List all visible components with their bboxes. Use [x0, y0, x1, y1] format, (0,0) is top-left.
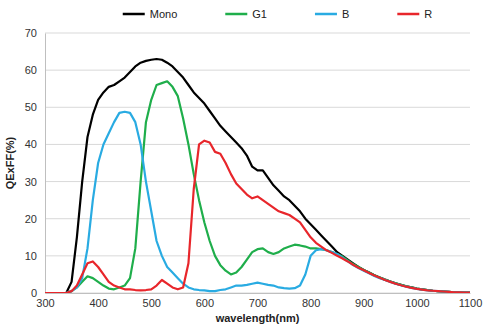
series-line	[45, 59, 470, 293]
legend-item: G1	[225, 8, 267, 20]
axis-line	[45, 34, 46, 294]
grid-line	[45, 255, 470, 256]
tick-label: 1000	[405, 297, 429, 309]
tick-label: 10	[25, 250, 37, 262]
tick: 800	[302, 293, 320, 309]
tick: 700	[249, 293, 267, 309]
legend: Mono G1 B R	[123, 8, 433, 20]
tick-label: 300	[36, 297, 54, 309]
tick: 20	[25, 213, 45, 225]
tick: 60	[25, 64, 45, 76]
tick-label: 60	[25, 64, 37, 76]
y-axis: 0 10 20 30 40 50 60 70	[25, 27, 46, 299]
grid-line	[45, 181, 470, 182]
legend-item: Mono	[123, 8, 178, 20]
tick-label: 0	[31, 287, 37, 299]
legend-item: B	[315, 8, 349, 20]
tick: 70	[25, 27, 45, 39]
tick: 500	[143, 293, 161, 309]
legend-swatch	[225, 13, 247, 16]
tick-label: 40	[25, 138, 37, 150]
tick-label: 400	[89, 297, 107, 309]
legend-swatch	[123, 13, 145, 16]
x-axis: 300 400 500 600 700 800 900 1000 1100	[36, 293, 482, 309]
tick-label: 900	[355, 297, 373, 309]
tick-label: 1100	[459, 297, 483, 309]
series-line	[45, 141, 470, 293]
legend-label: G1	[252, 8, 267, 20]
grid-line	[45, 144, 470, 145]
tick: 10	[25, 250, 45, 262]
tick-label: 800	[302, 297, 320, 309]
tick: 0	[31, 287, 45, 299]
grid	[45, 33, 470, 293]
tick: 900	[355, 293, 373, 309]
legend-label: R	[424, 8, 432, 20]
grid-line	[45, 218, 470, 219]
tick-label: 700	[249, 297, 267, 309]
x-axis-title: wavelength(nm)	[215, 312, 300, 324]
tick-label: 500	[143, 297, 161, 309]
legend-label: B	[342, 8, 349, 20]
plot: 300 400 500 600 700 800 900 1000 1100 0 10 20 30 40 50…	[25, 27, 483, 309]
tick-label: 30	[25, 176, 37, 188]
grid-line	[45, 33, 470, 34]
tick-label: 20	[25, 213, 37, 225]
y-axis-title: QExFF(%)	[4, 136, 16, 189]
tick: 1100	[459, 293, 483, 309]
tick: 50	[25, 101, 45, 113]
tick: 30	[25, 176, 45, 188]
legend-item: R	[397, 8, 432, 20]
series-line	[45, 112, 470, 293]
tick-label: 70	[25, 27, 37, 39]
legend-swatch	[397, 13, 419, 16]
chart: 300 400 500 600 700 800 900 1000 1100 0 10 20 30 40 50…	[0, 0, 500, 328]
grid-line	[45, 70, 470, 71]
legend-swatch	[315, 13, 337, 16]
grid-line	[45, 293, 470, 294]
legend-label: Mono	[150, 8, 178, 20]
tick-label: 600	[196, 297, 214, 309]
tick: 1000	[405, 293, 429, 309]
lines	[45, 59, 470, 293]
axis-line	[46, 293, 471, 294]
tick: 400	[89, 293, 107, 309]
series-line	[45, 81, 470, 293]
tick: 600	[196, 293, 214, 309]
grid-line	[45, 107, 470, 108]
tick-label: 50	[25, 101, 37, 113]
tick: 300	[36, 293, 54, 309]
tick: 40	[25, 138, 45, 150]
